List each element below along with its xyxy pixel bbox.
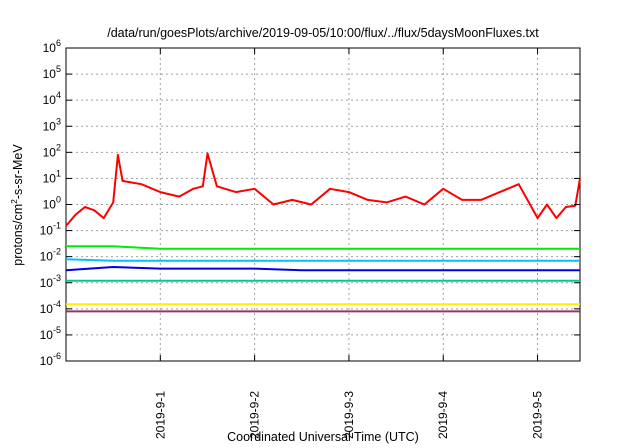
- y-axis: 10-610-510-410-310-210-11001011021031041…: [40, 38, 580, 368]
- y-tick-label-base: 10: [43, 93, 57, 107]
- x-tick-label: 2019-9-2: [248, 391, 262, 439]
- y-tick-label-exponent: -1: [53, 221, 61, 231]
- y-tick-label: 106: [43, 38, 61, 55]
- y-tick-label-exponent: 5: [56, 64, 61, 74]
- y-tick-label-base: 10: [40, 328, 54, 342]
- x-axis-label: Coordinated Universal Time (UTC): [227, 430, 419, 444]
- x-tick-label: 2019-9-5: [531, 391, 545, 439]
- y-tick-label: 100: [43, 195, 61, 212]
- series-line-2: [66, 245, 580, 250]
- y-tick-label-exponent: 4: [56, 90, 61, 100]
- y-tick-label: 10-3: [40, 273, 61, 290]
- y-tick-label-base: 10: [40, 224, 54, 238]
- y-tick-label-exponent: 0: [56, 195, 61, 205]
- y-tick-label-exponent: 2: [56, 142, 61, 152]
- y-tick-label-base: 10: [40, 276, 54, 290]
- y-tick-label: 104: [43, 90, 61, 107]
- y-tick-label-exponent: -5: [53, 325, 61, 335]
- y-axis-label-post: -s-sr-MeV: [11, 144, 25, 200]
- y-tick-label-exponent: -6: [53, 351, 61, 361]
- x-tick-label: 2019-9-1: [153, 391, 167, 439]
- y-tick-label: 10-6: [40, 351, 61, 368]
- y-tick-label: 10-1: [40, 221, 61, 238]
- y-tick-label-base: 10: [43, 119, 57, 133]
- y-tick-label: 10-2: [40, 247, 61, 264]
- y-axis-label-sup: 2: [9, 199, 19, 204]
- y-tick-label-base: 10: [43, 67, 57, 81]
- y-tick-label-base: 10: [40, 250, 54, 264]
- y-tick-label: 105: [43, 64, 61, 81]
- y-tick-label-exponent: 6: [56, 38, 61, 48]
- series-line-1: [65, 152, 581, 227]
- series-line-3: [65, 258, 580, 262]
- y-tick-label: 10-4: [40, 299, 61, 316]
- series-group: [65, 152, 581, 313]
- y-tick-label: 101: [43, 168, 61, 185]
- y-tick-label-base: 10: [43, 171, 57, 185]
- y-tick-label-base: 10: [40, 354, 54, 368]
- x-axis: 2019-9-1 2019-9-2 2019-9-3 2019-9-4 2019-9-5: [153, 48, 545, 439]
- y-axis-label: protons/cm2-s-sr-MeV: [9, 144, 25, 266]
- y-tick-label: 102: [43, 142, 61, 159]
- chart-title: /data/run/goesPlots/archive/2019-09-05/1…: [107, 26, 539, 40]
- y-tick-label-base: 10: [43, 198, 57, 212]
- y-tick-label-exponent: 1: [56, 168, 61, 178]
- y-tick-label-exponent: -3: [53, 273, 61, 283]
- x-tick-label: 2019-9-4: [436, 391, 450, 439]
- y-tick-label-exponent: -4: [53, 299, 61, 309]
- y-tick-label: 103: [43, 116, 61, 133]
- y-axis-label-pre: protons/cm: [11, 204, 25, 266]
- series-line-4: [65, 266, 580, 272]
- y-tick-label-base: 10: [40, 302, 54, 316]
- y-tick-label-exponent: -2: [53, 247, 61, 257]
- y-tick-label: 10-5: [40, 325, 61, 342]
- x-tick-label: 2019-9-3: [342, 391, 356, 439]
- y-tick-label-exponent: 3: [56, 116, 61, 126]
- grid: [66, 48, 580, 361]
- y-tick-label-base: 10: [43, 145, 57, 159]
- y-tick-label-base: 10: [43, 41, 57, 55]
